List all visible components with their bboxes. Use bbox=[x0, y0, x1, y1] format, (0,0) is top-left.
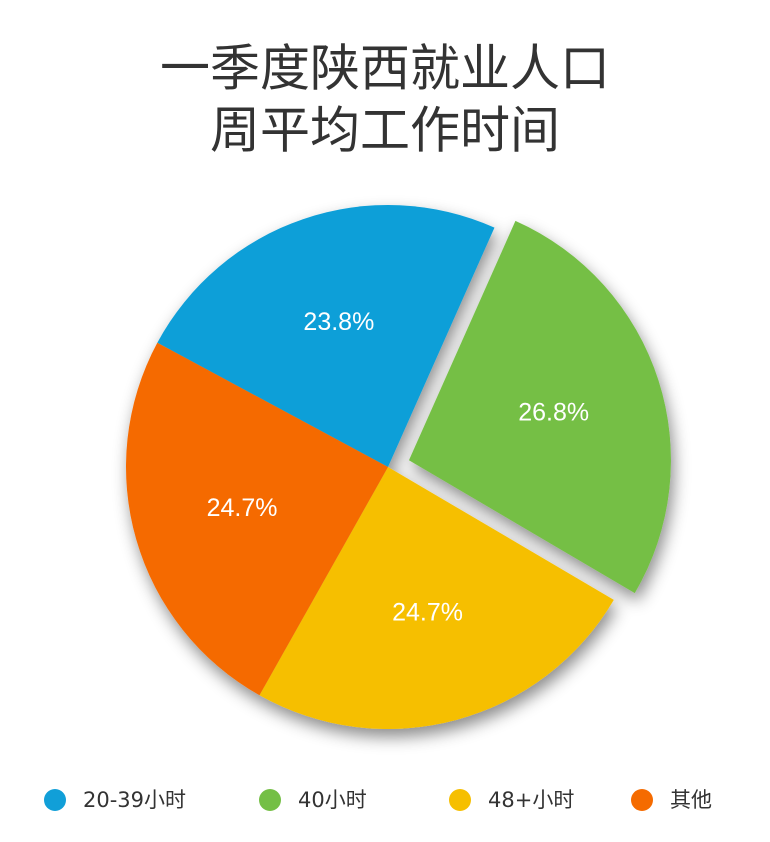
legend-label: 40小时 bbox=[298, 788, 367, 812]
pie-slice bbox=[125, 342, 389, 696]
value-label: 23.8% bbox=[303, 308, 374, 336]
legend-label: 其他 bbox=[670, 788, 712, 812]
labels: 23.8% 26.8% 24.7% 24.7% bbox=[207, 308, 589, 627]
pie-slice bbox=[157, 205, 495, 468]
legend-marker bbox=[44, 789, 66, 811]
legend-label: 20-39小时 bbox=[83, 788, 186, 812]
value-label: 24.7% bbox=[207, 494, 278, 522]
value-label: 26.8% bbox=[518, 398, 589, 426]
chart-title: 周平均工作时间 bbox=[210, 102, 560, 160]
legend: 20-39小时 40小时 48+小时 其他 bbox=[44, 788, 712, 812]
pie-slice bbox=[259, 467, 614, 730]
legend-label: 48+小时 bbox=[488, 788, 574, 812]
value-label: 24.7% bbox=[392, 598, 463, 626]
legend-marker bbox=[259, 789, 281, 811]
pie bbox=[125, 205, 671, 730]
pie-slice bbox=[408, 220, 671, 594]
legend-marker bbox=[449, 789, 471, 811]
chart-title: 一季度陕西就业人口 bbox=[160, 40, 610, 98]
legend-marker bbox=[631, 789, 653, 811]
